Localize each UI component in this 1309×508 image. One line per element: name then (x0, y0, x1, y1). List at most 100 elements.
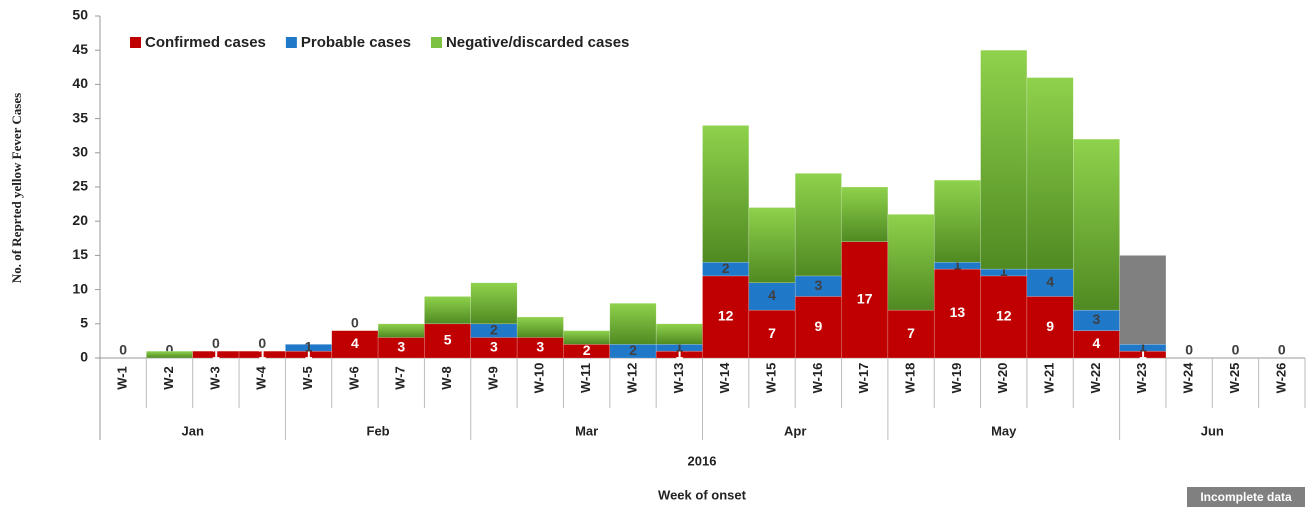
bar-segment (516, 337, 564, 359)
data-label: 2 (722, 260, 730, 276)
bar-segment (470, 282, 518, 325)
bar-segment (980, 49, 1028, 270)
data-label: 4 (768, 287, 776, 303)
y-tick-label: 20 (72, 212, 88, 228)
bar-segment (887, 309, 935, 359)
data-label: 2 (583, 342, 591, 358)
data-label: 2 (490, 321, 498, 337)
y-tick-label: 40 (72, 75, 88, 91)
x-tick-label: W-14 (717, 362, 732, 394)
month-label: Jan (181, 423, 203, 438)
legend-label: Negative/discarded cases (446, 34, 629, 51)
x-tick-label: W-21 (1042, 363, 1057, 394)
bar-segment (1026, 268, 1074, 297)
y-tick-label: 50 (72, 7, 88, 23)
data-label: 1 (212, 345, 220, 361)
x-tick-label: W-5 (300, 366, 315, 390)
data-label: 0 (119, 342, 127, 358)
data-label: 3 (397, 338, 405, 354)
x-tick-label: W-7 (393, 366, 408, 390)
data-label: 0 (1232, 342, 1240, 358)
x-tick-label: W-23 (1134, 363, 1149, 394)
legend-label: Confirmed cases (145, 34, 266, 51)
data-label: 1 (305, 345, 313, 361)
data-label: 0 (119, 342, 127, 358)
bar-segment (424, 296, 472, 325)
x-tick-label: W-9 (485, 366, 500, 390)
bar-segment (516, 316, 564, 338)
data-label: 0 (1185, 342, 1193, 358)
year-label: 2016 (688, 453, 717, 468)
bar-segment (1026, 77, 1074, 270)
data-label: 1 (1139, 345, 1147, 361)
x-tick-label: W-11 (578, 363, 593, 393)
data-label: 1 (305, 338, 313, 354)
bar-segment (794, 173, 842, 277)
bar-segment (1026, 296, 1074, 359)
month-label: Jun (1201, 423, 1224, 438)
bar-segment (794, 296, 842, 359)
data-label: 2 (629, 342, 637, 358)
data-label: 1 (675, 338, 683, 354)
data-label: 7 (768, 325, 776, 341)
data-label: 0 (166, 342, 174, 358)
x-tick-label: W-19 (949, 363, 964, 394)
x-tick-label: W-1 (115, 366, 130, 390)
legend-label: Probable cases (301, 34, 411, 51)
bar-segment (192, 350, 240, 359)
x-tick-label: W-12 (624, 363, 639, 394)
data-label: 17 (857, 291, 873, 307)
bar-segment (1073, 138, 1120, 311)
y-tick-label: 35 (72, 109, 88, 125)
data-label: 4 (1046, 273, 1054, 289)
data-label: 13 (950, 304, 966, 320)
data-label: 0 (351, 314, 359, 330)
bar-segment (748, 309, 796, 359)
data-label: 3 (814, 277, 822, 293)
data-label: 0 (166, 342, 174, 358)
data-label: 1 (675, 345, 683, 361)
data-label: 7 (907, 325, 915, 341)
x-tick-label: W-25 (1227, 363, 1242, 394)
x-tick-label: W-13 (671, 363, 686, 394)
data-label: 3 (490, 338, 498, 354)
data-label: 0 (1185, 342, 1193, 358)
x-tick-label: W-24 (1181, 362, 1196, 394)
data-label: 0 (258, 335, 266, 351)
legend-label: Incomplete data (1200, 490, 1292, 504)
data-label: 9 (814, 318, 822, 334)
x-tick-label: W-3 (207, 366, 222, 390)
data-label: 5 (444, 332, 452, 348)
data-label: 1 (1000, 263, 1008, 279)
data-label: 1 (954, 256, 962, 272)
x-tick-label: W-6 (346, 366, 361, 390)
x-tick-label: W-2 (161, 366, 176, 390)
bar-segment (841, 186, 889, 242)
data-label: 0 (1232, 342, 1240, 358)
data-label: 4 (351, 335, 359, 351)
x-tick-label: W-18 (902, 363, 917, 394)
y-tick-label: 0 (80, 349, 88, 365)
bar-segment (933, 179, 981, 263)
legend-swatch (430, 37, 442, 48)
y-tick-label: 45 (72, 41, 88, 57)
x-tick-label: W-20 (995, 363, 1010, 394)
x-tick-label: W-16 (810, 363, 825, 394)
y-axis-title: No. of Reprted yellow Fever Cases (9, 93, 24, 283)
y-tick-label: 25 (72, 178, 88, 194)
x-tick-label: W-10 (532, 363, 547, 394)
bar-segment (980, 275, 1028, 359)
bar-segment (377, 323, 425, 338)
bar-segment (1073, 330, 1120, 359)
bar-segment (748, 282, 796, 311)
bar-segment (655, 323, 703, 345)
data-label: 9 (1046, 318, 1054, 334)
y-tick-label: 10 (72, 280, 88, 296)
month-label: Mar (575, 423, 598, 438)
bar-segment (748, 207, 796, 284)
data-label: 0 (212, 335, 220, 351)
data-label: 4 (1093, 335, 1101, 351)
data-label: 3 (536, 338, 544, 354)
y-tick-label: 5 (80, 315, 88, 331)
